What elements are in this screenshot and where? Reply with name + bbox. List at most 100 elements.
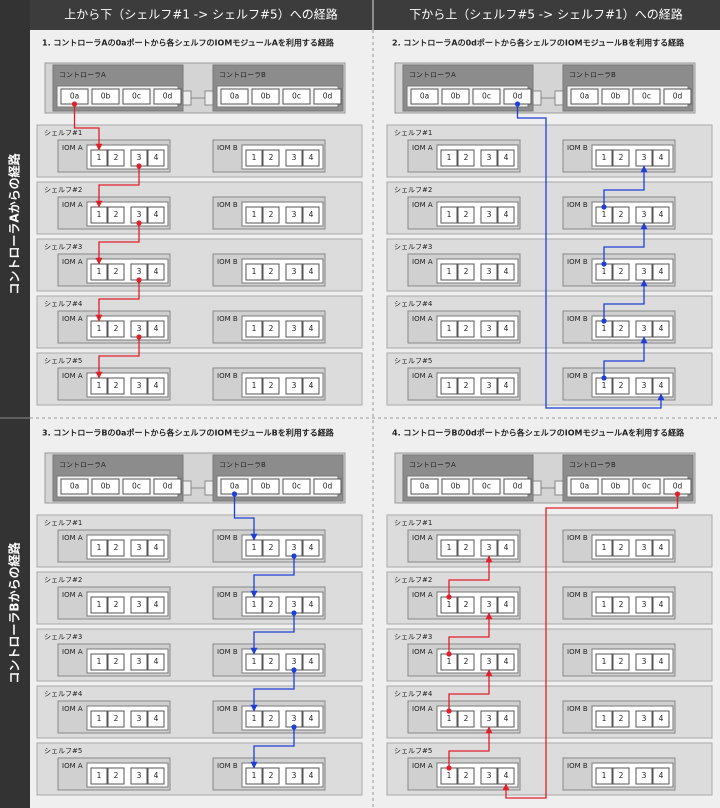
connector	[204, 480, 214, 496]
iom-label: IOM A	[412, 591, 433, 599]
iom-port-label: 2	[114, 714, 119, 723]
iom-port	[262, 653, 280, 671]
connection-path	[250, 556, 295, 598]
iom-port	[302, 320, 320, 338]
iom-port	[480, 263, 498, 281]
connection-start	[71, 101, 78, 107]
iom-port-label: 3	[487, 153, 492, 162]
connection-start	[446, 594, 452, 600]
iom-port-label: 4	[309, 771, 314, 780]
connection-path	[95, 166, 140, 208]
iom-port-label: 1	[602, 657, 607, 666]
iom-port-label: 2	[269, 714, 274, 723]
controller-port	[153, 88, 182, 105]
column-header: 下から上（シェルフ#5 -> シェルフ#1）への経路	[409, 7, 682, 22]
iom-port-label: 2	[619, 267, 624, 276]
iom-port-label: 1	[602, 381, 607, 390]
connection-start	[601, 204, 607, 210]
iom-port-label: 2	[619, 381, 624, 390]
iom-port	[107, 596, 125, 614]
connector	[182, 480, 192, 496]
iom-port	[285, 149, 303, 167]
iom-port-label: 4	[504, 267, 509, 276]
iom-port	[480, 320, 498, 338]
iom-port	[595, 653, 613, 671]
controller-port-label: 0a	[70, 92, 79, 101]
iom-port	[457, 710, 475, 728]
iom-port-label: 1	[602, 324, 607, 333]
shelf-label: シェルフ#4	[394, 690, 433, 698]
iom-port	[147, 596, 165, 614]
controller-port-label: 0d	[513, 482, 523, 491]
iom-port	[130, 653, 148, 671]
iom-label: IOM A	[62, 762, 83, 770]
iom-label: IOM B	[217, 762, 238, 770]
iom-port-label: 2	[269, 153, 274, 162]
iom-port	[147, 320, 165, 338]
iom-port	[497, 149, 515, 167]
iom-port-label: 1	[97, 267, 102, 276]
iom-port-label: 4	[504, 153, 509, 162]
iom-port-label: 3	[137, 657, 142, 666]
connection-path	[250, 670, 295, 712]
iom-port	[130, 767, 148, 785]
sidebar	[0, 0, 30, 808]
iom-port-label: 3	[137, 771, 142, 780]
iom-port-label: 3	[642, 210, 647, 219]
connection-path	[603, 165, 648, 207]
iom-port	[457, 206, 475, 224]
iom-label: IOM A	[62, 315, 83, 323]
iom-port-label: 3	[137, 543, 142, 552]
connection-path	[603, 222, 648, 264]
iom-port-label: 4	[659, 153, 664, 162]
iom-port	[440, 263, 458, 281]
iom-port-label: 1	[97, 657, 102, 666]
iom-port	[652, 767, 670, 785]
iom-port-label: 1	[447, 324, 452, 333]
controller-port-label: 0d	[673, 482, 683, 491]
iom-port-label: 4	[309, 600, 314, 609]
shelf-label: シェルフ#1	[394, 519, 432, 527]
iom-port-label: 1	[602, 267, 607, 276]
iom-port	[497, 596, 515, 614]
iom-port-label: 1	[97, 771, 102, 780]
iom-port	[147, 653, 165, 671]
iom-port	[262, 320, 280, 338]
iom-port-label: 3	[292, 381, 297, 390]
connection-path	[448, 555, 493, 597]
controller-port-label: 0d	[323, 482, 333, 491]
connection-path	[448, 669, 493, 711]
iom-port	[302, 206, 320, 224]
controller-port-label: 0c	[132, 92, 141, 101]
iom-port-label: 1	[602, 771, 607, 780]
iom-port-label: 3	[487, 714, 492, 723]
controller-port	[570, 88, 599, 105]
controller-port-label: 0a	[230, 482, 239, 491]
iom-port-label: 3	[642, 771, 647, 780]
iom-port-label: 2	[269, 543, 274, 552]
iom-port-label: 1	[252, 210, 257, 219]
iom-port-label: 1	[252, 381, 257, 390]
iom-port-label: 1	[252, 657, 257, 666]
iom-port	[457, 149, 475, 167]
controller-port	[570, 478, 599, 495]
iom-port-label: 2	[464, 153, 469, 162]
connection-start	[514, 101, 521, 107]
shelf-label: シェルフ#4	[44, 690, 83, 698]
iom-port	[497, 710, 515, 728]
iom-port-label: 3	[487, 771, 492, 780]
connection-path	[603, 336, 648, 378]
iom-port	[245, 149, 263, 167]
iom-port-label: 3	[292, 267, 297, 276]
controller-port-label: 0c	[292, 92, 301, 101]
header-bar	[0, 0, 720, 30]
shelf-label: シェルフ#5	[44, 747, 82, 755]
shelf-label: シェルフ#4	[44, 300, 83, 308]
iom-port	[302, 710, 320, 728]
connector	[532, 480, 542, 496]
iom-port-label: 2	[269, 210, 274, 219]
iom-port-label: 2	[464, 771, 469, 780]
iom-port	[635, 767, 653, 785]
iom-port	[612, 377, 630, 395]
shelf-label: シェルフ#3	[44, 633, 82, 641]
